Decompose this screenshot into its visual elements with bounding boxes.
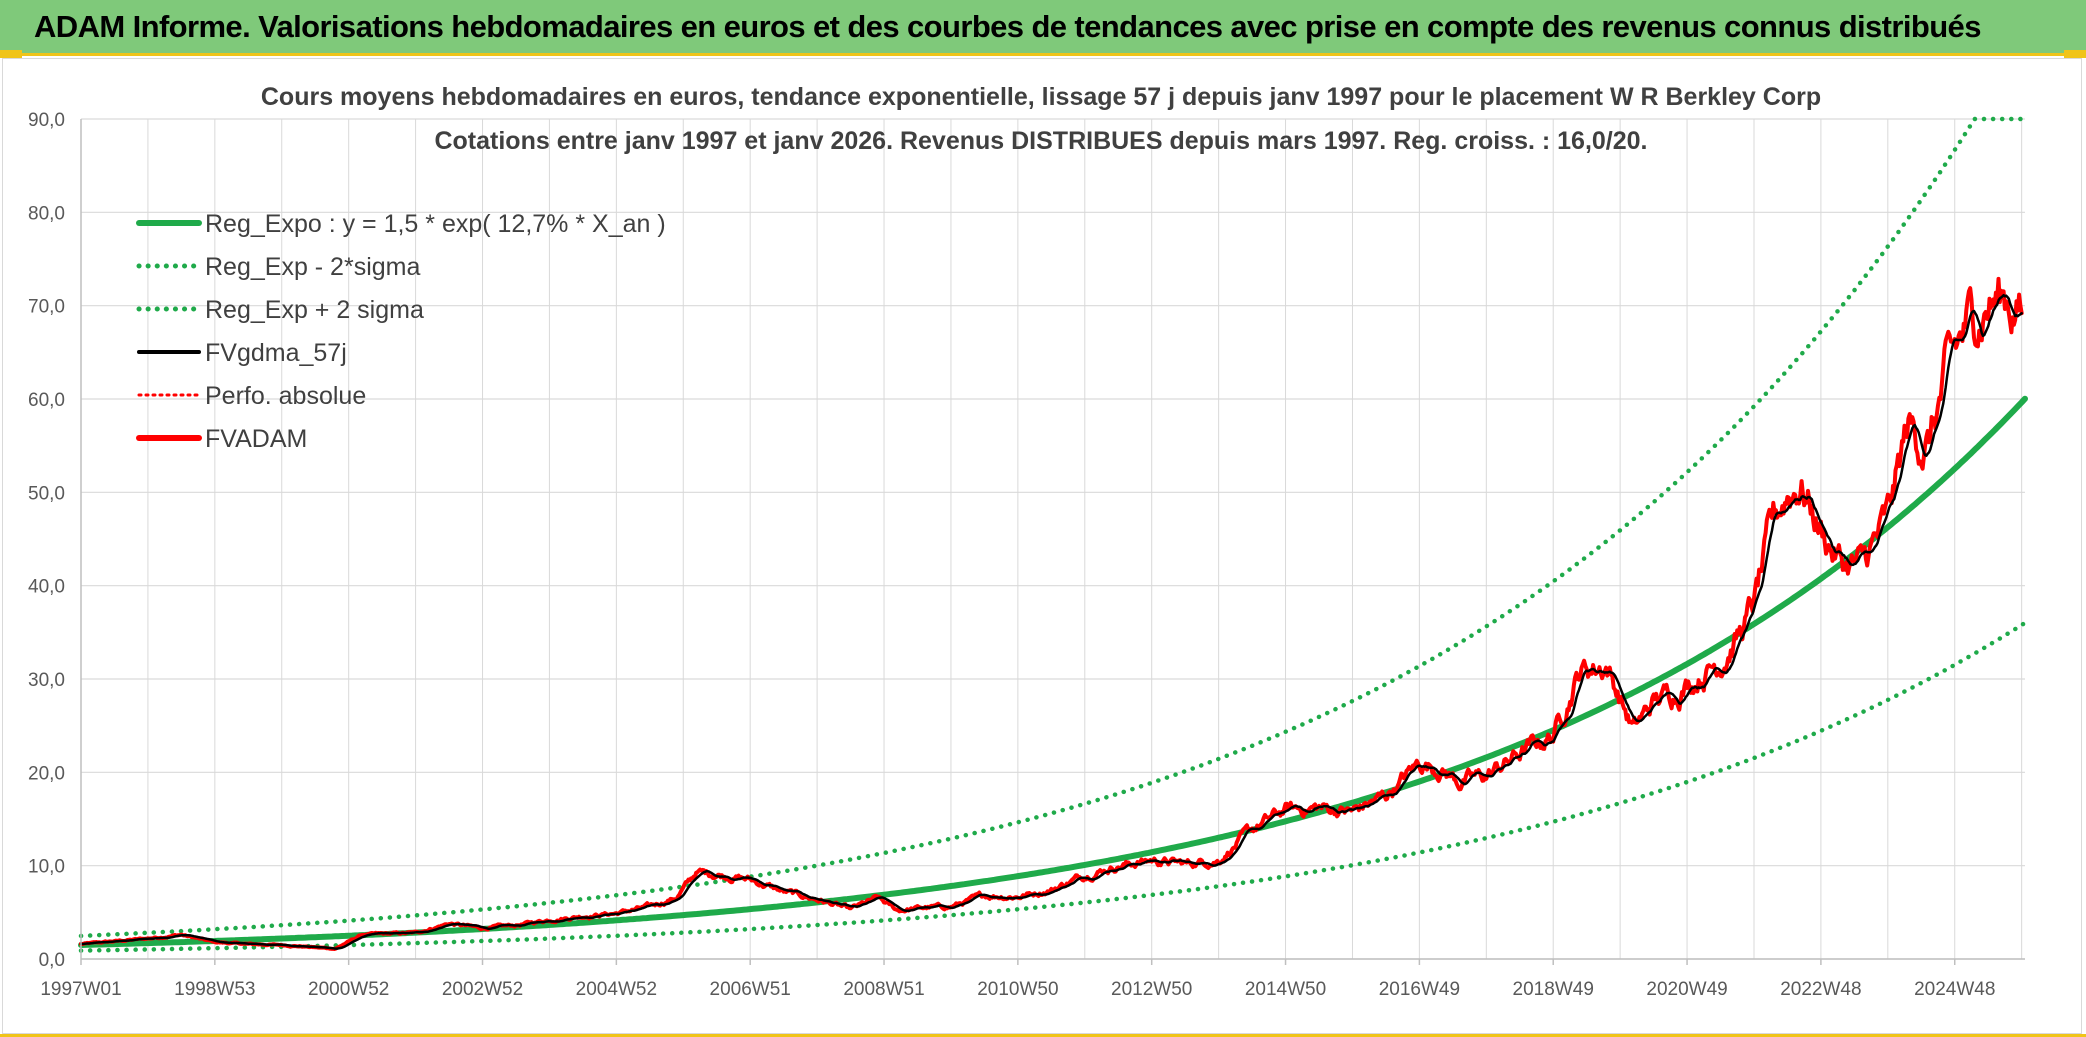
x-tick-label: 2012W50 — [1111, 979, 1192, 1000]
x-tick-label: 2024W48 — [1914, 979, 1995, 1000]
y-tick-label: 10,0 — [28, 857, 65, 878]
series-line-low — [78, 620, 2028, 953]
chart-area: 0,0 10,0 20,0 30,0 40,0 50,0 60,0 70,0 80,0 90,0 1… — [2, 58, 2082, 1034]
chart-legend: Reg_Expo : y = 1,5 * exp( 12,7% * X_an )… — [136, 210, 666, 453]
x-tick-label: 2006W51 — [710, 979, 791, 1000]
legend-label-reg: Reg_Expo : y = 1,5 * exp( 12,7% * X_an ) — [205, 210, 666, 238]
series-line-price — [79, 276, 2024, 951]
y-tick-label: 80,0 — [28, 203, 65, 224]
x-tick-label: 2002W52 — [442, 979, 523, 1000]
y-tick-label: 0,0 — [39, 950, 65, 971]
x-tick-label: 2010W50 — [977, 979, 1058, 1000]
legend-label-smooth: FVgdma_57j — [205, 339, 347, 367]
y-tick-label: 50,0 — [28, 483, 65, 504]
y-tick-label: 20,0 — [28, 763, 65, 784]
legend-label-high: Reg_Exp + 2 sigma — [205, 296, 424, 324]
chart-series — [78, 116, 2028, 953]
y-tick-label: 70,0 — [28, 297, 65, 318]
x-tick-label: 1998W53 — [174, 979, 255, 1000]
series-line-high — [78, 116, 2028, 939]
x-tick-label: 1997W01 — [40, 979, 121, 1000]
x-tick-label: 2020W49 — [1646, 979, 1727, 1000]
legend-label-price: FVADAM — [205, 425, 307, 453]
report-title: ADAM Informe. Valorisations hebdomadaire… — [34, 9, 1981, 44]
banner-accent-left — [0, 50, 22, 58]
banner-accent-right — [2064, 50, 2086, 58]
chart-title-line-2: Cotations entre janv 1997 et janv 2026. … — [434, 127, 1647, 155]
x-tick-label: 2000W52 — [308, 979, 389, 1000]
chart-axes: 0,0 10,0 20,0 30,0 40,0 50,0 60,0 70,0 80,0 90,0 1… — [28, 110, 2025, 1000]
legend-label-low: Reg_Exp - 2*sigma — [205, 253, 420, 281]
legend-label-perfo: Perfo. absolue — [205, 382, 366, 410]
x-tick-label: 2016W49 — [1379, 979, 1460, 1000]
chart-grid — [80, 118, 2025, 960]
series-line-perfo — [80, 277, 2023, 950]
y-tick-label: 30,0 — [28, 670, 65, 691]
chart-title-line-1: Cours moyens hebdomadaires en euros, ten… — [261, 83, 1821, 111]
x-tick-label: 2008W51 — [843, 979, 924, 1000]
x-tick-label: 2014W50 — [1245, 979, 1326, 1000]
chart-title: Cours moyens hebdomadaires en euros, ten… — [261, 83, 1821, 155]
report-banner: ADAM Informe. Valorisations hebdomadaire… — [0, 0, 2086, 58]
bottom-accent-bar — [0, 1034, 2086, 1037]
y-tick-label: 60,0 — [28, 390, 65, 411]
x-tick-label: 2018W49 — [1513, 979, 1594, 1000]
x-tick-label: 2022W48 — [1780, 979, 1861, 1000]
y-tick-label: 90,0 — [28, 110, 65, 131]
y-tick-label: 40,0 — [28, 577, 65, 598]
series-line-reg — [78, 395, 2028, 948]
x-tick-label: 2004W52 — [576, 979, 657, 1000]
series-line-smooth — [79, 293, 2023, 950]
trend-chart: 0,0 10,0 20,0 30,0 40,0 50,0 60,0 70,0 80,0 90,0 1… — [28, 83, 2028, 1000]
